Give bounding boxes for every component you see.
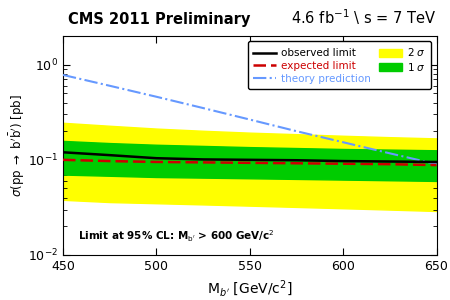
X-axis label: M$_{b'}$ [GeV/c$^{2}$]: M$_{b'}$ [GeV/c$^{2}$]	[207, 278, 292, 299]
Legend: observed limit, expected limit, theory prediction, 2 $\sigma$, 1 $\sigma$: observed limit, expected limit, theory p…	[248, 41, 431, 89]
Text: 4.6 fb$^{-1}$ $\backslash$ s = 7 TeV: 4.6 fb$^{-1}$ $\backslash$ s = 7 TeV	[291, 7, 436, 27]
Text: Limit at 95% CL: M$_{\rm{b}'}$ > 600 GeV/c$^{2}$: Limit at 95% CL: M$_{\rm{b}'}$ > 600 GeV…	[78, 229, 275, 244]
Text: CMS 2011 Preliminary: CMS 2011 Preliminary	[68, 12, 250, 27]
Y-axis label: $\sigma$(pp $\rightarrow$ b$'\bar{\rm{b}}'$) [pb]: $\sigma$(pp $\rightarrow$ b$'\bar{\rm{b}…	[7, 94, 27, 197]
